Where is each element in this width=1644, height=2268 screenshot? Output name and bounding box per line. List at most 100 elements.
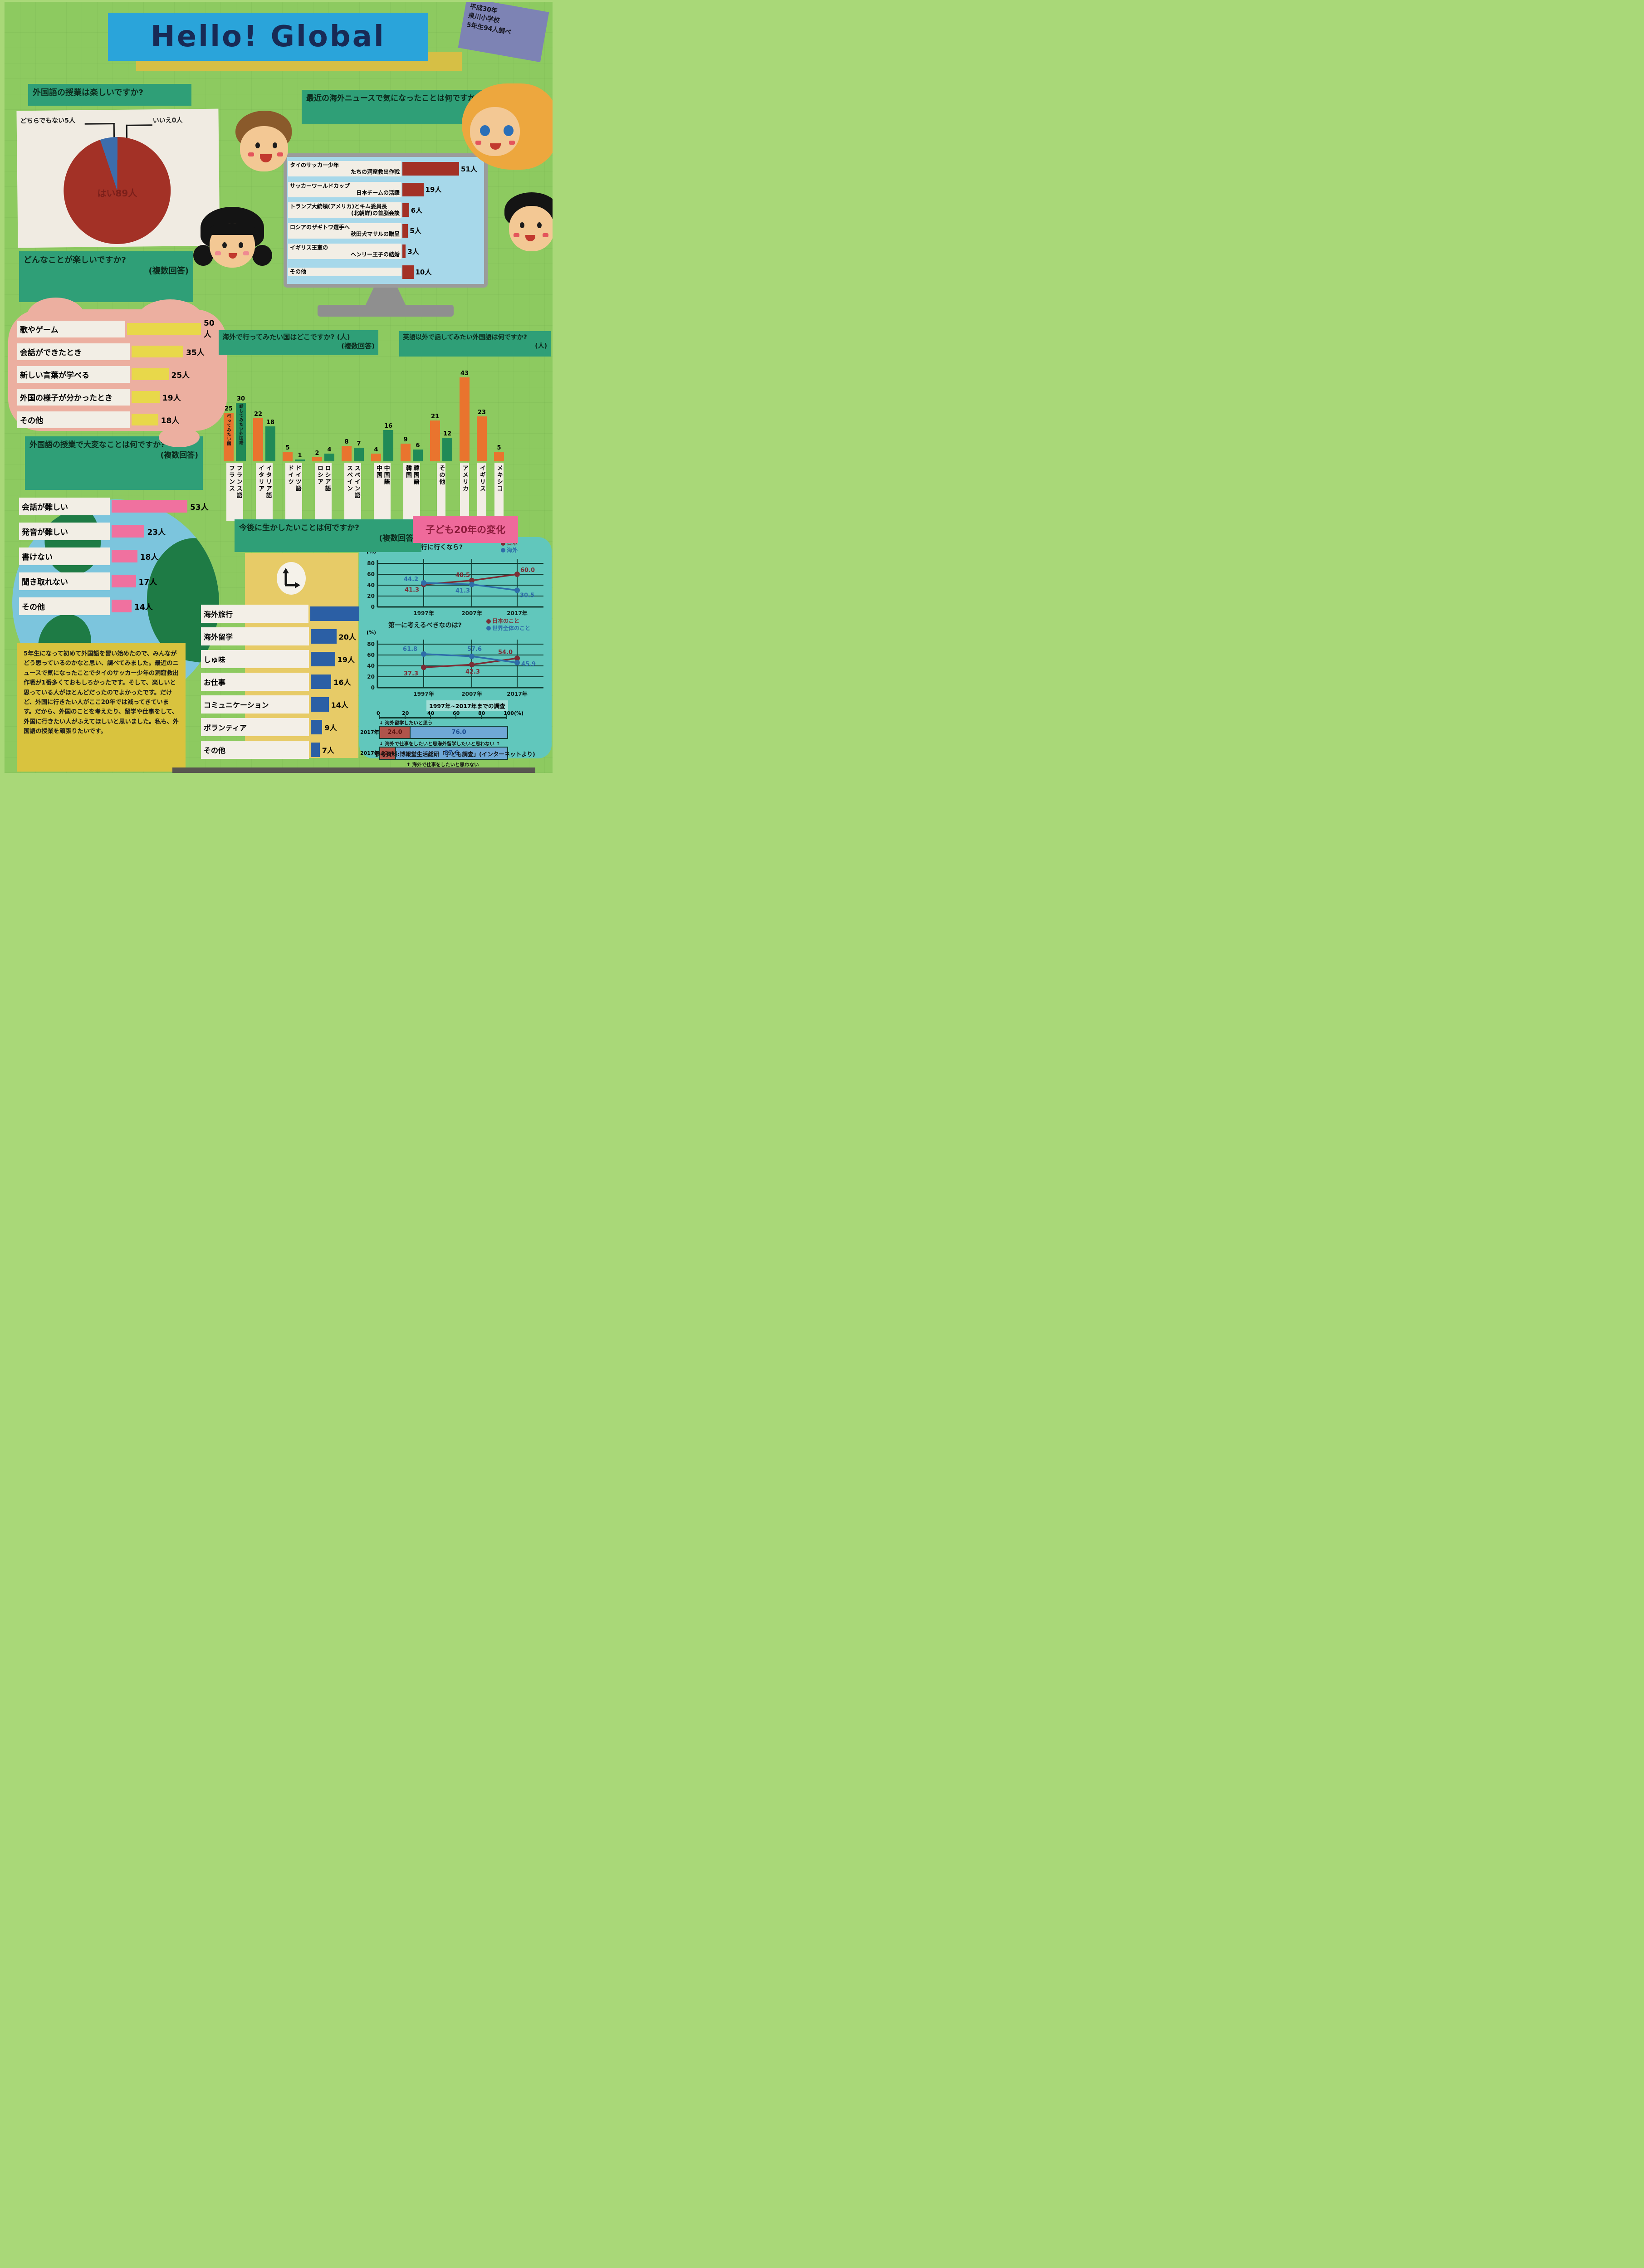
question-hard-subtext: (複数回答)	[160, 450, 198, 460]
bar	[311, 719, 323, 734]
data-point	[514, 587, 520, 593]
country-group: 21 12 その他	[430, 352, 452, 521]
bar-value: 7	[357, 440, 361, 447]
monitor-screen: タイのサッカー少年 たちの洞窟救出作戦 51人 サッカーワールドカップ 日本チームの活躍…	[287, 157, 484, 284]
bar-label: イギリス王室の ヘンリー王子の結婚	[288, 244, 401, 259]
bar	[413, 450, 423, 461]
data-label: 44.2	[404, 576, 418, 583]
boy-eye	[273, 142, 277, 148]
ytick: 80	[367, 641, 375, 647]
bar	[442, 438, 452, 461]
country-group-label: フランス フランス語	[226, 463, 243, 521]
data-label: 60.0	[520, 567, 535, 574]
fut-row: コミュニケーション 14人	[201, 695, 391, 714]
category-label-country: 中国	[375, 465, 382, 479]
stacked-bottom-label: ↑ 海外で仕事をしたいと思わない	[406, 762, 479, 767]
axis-tick: 40	[427, 710, 435, 716]
stacked-bar: 24.0 76.0	[379, 726, 508, 739]
country-group-bars: 25 行ってみたい国 30 話してみたい外国語	[224, 352, 246, 461]
bar	[132, 414, 158, 425]
xtick: 2007年	[461, 690, 482, 697]
category-label: その他	[438, 465, 445, 485]
bar-label: その他	[201, 740, 309, 759]
data-label: 45.9	[521, 661, 536, 668]
bar-value: 30	[236, 396, 245, 402]
bar-label: タイのサッカー少年 たちの洞窟救出作戦	[288, 161, 401, 176]
bar-value: 5	[497, 444, 501, 451]
axis-line	[379, 717, 506, 719]
summary-note: 5年生になって初めて外国語を習い始めたので、みんながどう思っているのかなと思い、…	[17, 643, 186, 772]
bar-value: 25人	[171, 371, 190, 380]
country-group-bars: 5	[494, 352, 504, 461]
ytick: 40	[367, 663, 375, 669]
pie-label-yes: はい89人	[97, 187, 137, 199]
bar-label: 発音が難しい	[19, 522, 110, 540]
girl-bangs	[210, 223, 255, 235]
bar-label-line1: サッカーワールドカップ	[290, 182, 350, 189]
question-countries-banner: 海外で行ってみたい国はどこですか? (人) (複数回答)	[219, 330, 378, 355]
data-point	[421, 651, 426, 657]
bar-column: 43	[460, 370, 470, 461]
country-group-label: 韓国 韓国語	[403, 463, 420, 521]
bar-label: 新しい言葉が学べる	[17, 366, 130, 383]
bar-value: 21	[431, 413, 440, 420]
country-group: 4 16 中国 中国語	[371, 352, 393, 521]
category-label-country: イタリア	[257, 465, 264, 492]
country-group-bars: 23	[477, 352, 487, 461]
change20-panel: 家族で旅行に行くなら? (%) 日本 海外 8060402001997年2007…	[359, 537, 552, 767]
axis-tick-mark	[405, 715, 406, 719]
question-fun-text: 外国語の授業は楽しいですか?	[33, 88, 143, 98]
axis-tick-mark	[455, 715, 456, 719]
bar	[132, 346, 184, 357]
axis-tick: 80	[478, 710, 485, 716]
data-point	[469, 653, 475, 659]
pie-label-neither: どちらでもない5人	[20, 117, 76, 125]
country-group-label: イギリス	[477, 463, 486, 521]
travel-line-chart: 80 60 40 20 0 1997年 2007年 2017年 41.3 48.5 60.0 44.2…	[367, 559, 543, 616]
bar-column: 30 話してみたい外国語	[236, 396, 246, 461]
question-languages-banner: 英語以外で話してみたい外国語は何ですか? (人)	[399, 331, 551, 357]
data-label: 41.3	[455, 587, 470, 594]
bar-column: 5	[494, 444, 504, 461]
boy2-eye	[537, 222, 542, 228]
news-bar-list: タイのサッカー少年 たちの洞窟救出作戦 51人 サッカーワールドカップ 日本チームの活躍…	[288, 159, 482, 282]
country-group-label: ドイツ ドイツ語	[285, 463, 302, 521]
country-group-label: ロシア ロシア語	[315, 463, 332, 521]
hard-row: 聞き取れない 17人	[19, 571, 219, 591]
bar	[477, 416, 487, 461]
country-group-bars: 21 12	[430, 352, 452, 461]
data-point	[469, 582, 475, 587]
stacked-year-label: 2017年	[360, 750, 379, 756]
pie-callout-line	[126, 124, 128, 138]
country-group-label: アメリカ	[460, 463, 469, 521]
category-label-country: スペイン	[346, 465, 352, 492]
bar-label: その他	[17, 411, 130, 428]
data-point	[514, 660, 520, 665]
girl-eye	[239, 242, 243, 248]
ytick: 0	[371, 684, 375, 691]
category-label-country: 韓国	[405, 465, 411, 479]
category-label-country: ドイツ	[287, 465, 294, 485]
bar	[312, 457, 322, 461]
bar-value: 4	[374, 446, 378, 453]
data-label: 61.8	[403, 646, 417, 653]
bar-column: 8	[342, 439, 352, 461]
bar-label-line1: トランプ大統領(アメリカ)とキム委員長	[290, 203, 387, 210]
bar-label: コミュニケーション	[201, 695, 309, 714]
turn-arrow-svg	[283, 568, 300, 588]
pie-chart-panel: どちらでもない5人 いいえ0人 はい89人	[16, 108, 220, 248]
bar-value: 6	[416, 442, 420, 450]
bar-column: 6	[413, 442, 423, 461]
bar-column: 5	[283, 445, 293, 461]
bar-column: 4	[371, 446, 381, 461]
data-label: 48.5	[455, 572, 470, 579]
category-label: メキシコ	[495, 465, 503, 492]
question-enjoy-text: どんなことが楽しいですか?	[24, 255, 126, 265]
data-point	[469, 662, 475, 668]
bar	[311, 674, 332, 689]
category-label-language: フランス語	[235, 465, 242, 499]
boy-eye	[255, 142, 260, 148]
bar-value: 43	[460, 370, 469, 377]
